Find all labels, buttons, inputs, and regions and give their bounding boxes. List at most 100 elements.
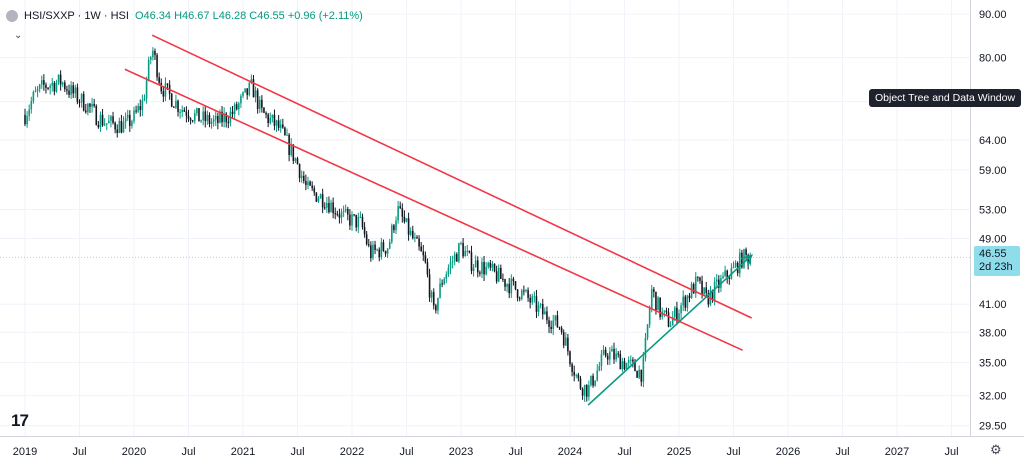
- candle-body: [365, 234, 368, 245]
- drawing-layer: [124, 34, 754, 406]
- candle-body: [688, 295, 691, 299]
- candle-body: [520, 290, 523, 299]
- time-axis[interactable]: 2019 Jul 2020 Jul 2021 Jul 2022 Jul 2023 Jul 2024 J…: [0, 436, 1024, 465]
- candle-body: [514, 281, 517, 290]
- price-tick-label: 49.00: [979, 233, 1007, 245]
- candle-body: [615, 353, 617, 360]
- candle-body: [458, 243, 460, 262]
- settings-gear-icon[interactable]: ⚙: [990, 442, 1002, 457]
- candle-body: [678, 313, 680, 321]
- candle-body: [707, 293, 710, 305]
- tradingview-logo[interactable]: 17: [11, 411, 29, 430]
- candle-body: [560, 327, 563, 333]
- candle-body: [158, 77, 160, 83]
- candle-body: [510, 278, 513, 294]
- candle-body: [152, 50, 154, 58]
- time-tick-label: Jul: [944, 446, 958, 458]
- symbol-title[interactable]: HSI/SXXP · 1W · HSI: [24, 10, 129, 22]
- price-tick-label: 32.00: [979, 391, 1007, 403]
- candle-body: [294, 158, 297, 161]
- candle-body: [598, 365, 601, 371]
- candle-body: [590, 375, 592, 386]
- candle-body: [588, 385, 590, 397]
- candle-body: [535, 296, 538, 312]
- candle-body: [252, 79, 255, 98]
- time-tick-label: Jul: [181, 446, 195, 458]
- candle-body: [508, 284, 511, 294]
- time-tick-label: Jul: [508, 446, 522, 458]
- candle-body: [726, 270, 729, 278]
- candle-body: [715, 279, 718, 282]
- time-tick-label: 2023: [449, 446, 473, 458]
- candle-body: [466, 250, 469, 252]
- candle-body: [659, 297, 661, 317]
- candle-body: [200, 120, 202, 122]
- candle-body: [709, 290, 712, 305]
- candle-body: [644, 337, 647, 358]
- candle-body: [476, 260, 479, 273]
- channel-upper-line[interactable]: [151, 34, 753, 319]
- candle-body: [34, 91, 37, 93]
- candle-body: [613, 348, 615, 360]
- candle-body: [523, 290, 525, 292]
- candle-body: [472, 267, 475, 271]
- candle-body: [491, 263, 494, 268]
- candle-body: [30, 101, 33, 110]
- candle-body: [187, 115, 190, 119]
- candle-body: [701, 280, 703, 295]
- candle-body: [267, 114, 269, 123]
- candle-body: [674, 307, 676, 318]
- candle-body: [114, 122, 116, 130]
- candle-body: [120, 120, 123, 133]
- candle-body: [162, 91, 165, 97]
- candle-body: [600, 354, 603, 366]
- candle-body: [311, 185, 313, 189]
- candle-body: [340, 211, 343, 218]
- price-tick-label: 53.00: [979, 204, 1007, 216]
- candle-body: [562, 332, 565, 346]
- candle-body: [227, 122, 230, 124]
- candle-body: [51, 82, 54, 86]
- candle-body: [734, 262, 737, 267]
- candle-body: [137, 105, 139, 112]
- candle-body: [606, 355, 609, 360]
- chart-canvas[interactable]: [0, 0, 970, 436]
- candle-body: [99, 114, 102, 128]
- candle-body: [728, 277, 731, 279]
- candle-body: [250, 79, 253, 83]
- candle-body: [202, 111, 204, 121]
- candle-body: [334, 213, 337, 215]
- candle-body: [309, 181, 311, 186]
- candle-body: [694, 276, 697, 294]
- chart-pane[interactable]: HSI/SXXP · 1W · HSI O46.34 H46.67 L46.28…: [0, 0, 970, 436]
- candle-body: [177, 100, 179, 113]
- symbol-legend[interactable]: HSI/SXXP · 1W · HSI O46.34 H46.67 L46.28…: [6, 10, 363, 22]
- channel-lower-line[interactable]: [124, 68, 743, 351]
- candle-body: [575, 374, 578, 376]
- time-tick-label: 2027: [885, 446, 909, 458]
- candle-body: [416, 237, 418, 239]
- candle-body: [145, 80, 148, 99]
- candle-body: [175, 100, 177, 108]
- trend-arrow-line[interactable]: [587, 254, 753, 406]
- candle-body: [567, 337, 569, 352]
- candle-body: [242, 92, 244, 97]
- candle-body: [592, 375, 594, 386]
- price-axis[interactable]: 90.0080.0071.0064.0059.0053.0049.0041.00…: [970, 0, 1024, 436]
- candle-body: [462, 243, 464, 257]
- candle-body: [282, 124, 284, 128]
- candle-body: [439, 283, 441, 298]
- candle-body: [269, 117, 272, 123]
- candle-body: [443, 278, 446, 285]
- candle-body: [456, 254, 458, 262]
- candle-body: [479, 272, 481, 274]
- bar-countdown: 2d 23h: [979, 261, 1013, 273]
- candle-body: [101, 114, 104, 126]
- collapse-legend-icon[interactable]: ⌄: [14, 30, 23, 41]
- candle-body: [571, 364, 573, 372]
- candle-body: [527, 290, 529, 298]
- candle-body: [745, 249, 747, 256]
- candle-body: [143, 98, 146, 101]
- price-tick-label: 35.00: [979, 358, 1007, 370]
- candle-body: [97, 125, 100, 128]
